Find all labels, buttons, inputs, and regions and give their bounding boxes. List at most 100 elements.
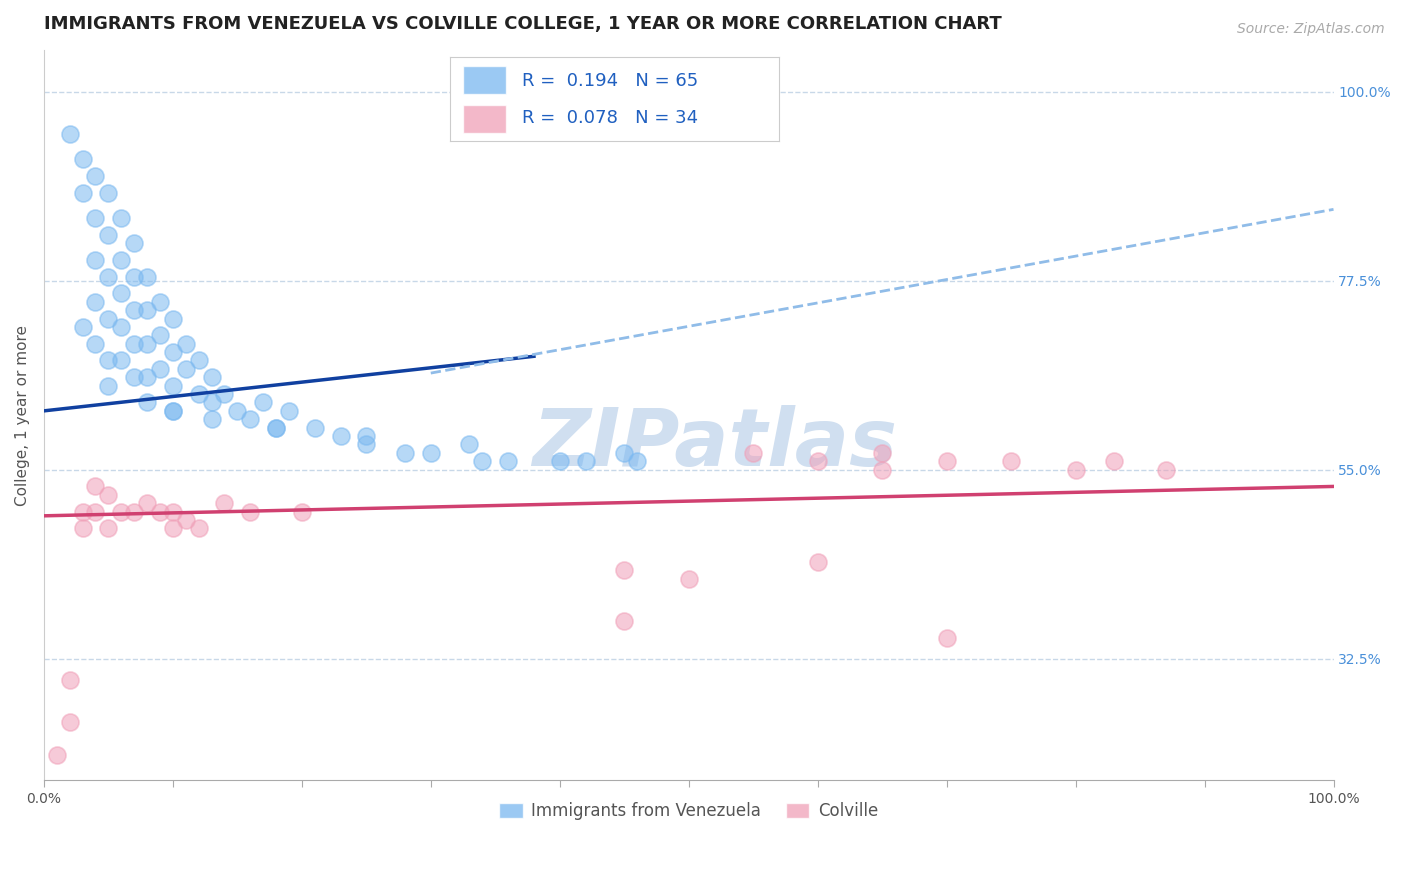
Point — [471, 454, 494, 468]
Text: ZIPatlas: ZIPatlas — [531, 405, 897, 483]
Point — [264, 420, 287, 434]
Point — [97, 353, 120, 368]
Point — [419, 446, 441, 460]
Point — [59, 673, 82, 687]
Point — [200, 412, 222, 426]
Point — [97, 311, 120, 326]
Point — [264, 420, 287, 434]
Point — [742, 446, 765, 460]
Point — [149, 294, 172, 309]
Point — [84, 336, 107, 351]
Point — [162, 404, 184, 418]
Point — [356, 437, 378, 451]
Point — [122, 303, 145, 318]
Text: Source: ZipAtlas.com: Source: ZipAtlas.com — [1237, 22, 1385, 37]
Point — [162, 311, 184, 326]
Point — [97, 227, 120, 242]
Point — [110, 353, 132, 368]
Point — [84, 252, 107, 267]
Point — [149, 328, 172, 343]
Point — [187, 353, 209, 368]
Point — [200, 395, 222, 409]
Point — [136, 496, 159, 510]
Point — [84, 169, 107, 183]
Point — [122, 336, 145, 351]
Point — [277, 404, 299, 418]
Point — [97, 269, 120, 284]
Point — [394, 446, 416, 460]
Point — [72, 319, 94, 334]
Point — [174, 513, 197, 527]
Point — [136, 395, 159, 409]
Y-axis label: College, 1 year or more: College, 1 year or more — [15, 325, 30, 506]
Point — [214, 387, 236, 401]
Point — [252, 395, 274, 409]
Point — [613, 563, 636, 577]
Point — [59, 127, 82, 141]
Point — [613, 614, 636, 628]
Point — [162, 378, 184, 392]
Point — [110, 252, 132, 267]
Point — [226, 404, 249, 418]
Point — [214, 496, 236, 510]
Point — [1104, 454, 1126, 468]
Point — [807, 555, 830, 569]
Point — [187, 387, 209, 401]
Point — [239, 412, 262, 426]
Point — [200, 370, 222, 384]
Point — [548, 454, 571, 468]
Point — [935, 454, 957, 468]
Point — [110, 319, 132, 334]
Point — [72, 186, 94, 200]
Point — [935, 631, 957, 645]
Point — [162, 345, 184, 359]
Point — [613, 446, 636, 460]
Point — [149, 362, 172, 376]
Point — [72, 505, 94, 519]
Point — [329, 429, 352, 443]
Point — [136, 370, 159, 384]
Point — [162, 404, 184, 418]
Point — [72, 521, 94, 535]
Point — [162, 521, 184, 535]
Point — [110, 286, 132, 301]
Point — [1064, 463, 1087, 477]
Point — [84, 211, 107, 225]
Point — [110, 505, 132, 519]
Point — [174, 362, 197, 376]
Point — [97, 186, 120, 200]
Point — [1154, 463, 1177, 477]
Point — [626, 454, 648, 468]
Legend: Immigrants from Venezuela, Colville: Immigrants from Venezuela, Colville — [494, 796, 884, 827]
Point — [97, 488, 120, 502]
Point — [136, 303, 159, 318]
Point — [122, 370, 145, 384]
Point — [136, 269, 159, 284]
Point — [149, 505, 172, 519]
Point — [870, 446, 893, 460]
Point — [84, 479, 107, 493]
Point — [97, 521, 120, 535]
Point — [239, 505, 262, 519]
Point — [72, 152, 94, 166]
Point — [122, 235, 145, 250]
Point — [678, 572, 700, 586]
Point — [458, 437, 481, 451]
Point — [84, 294, 107, 309]
Point — [187, 521, 209, 535]
Point — [122, 505, 145, 519]
Point — [304, 420, 326, 434]
Point — [110, 211, 132, 225]
Point — [574, 454, 596, 468]
Point — [356, 429, 378, 443]
Point — [174, 336, 197, 351]
Point — [1000, 454, 1022, 468]
Text: IMMIGRANTS FROM VENEZUELA VS COLVILLE COLLEGE, 1 YEAR OR MORE CORRELATION CHART: IMMIGRANTS FROM VENEZUELA VS COLVILLE CO… — [44, 15, 1001, 33]
Point — [84, 505, 107, 519]
Point — [97, 378, 120, 392]
Point — [162, 505, 184, 519]
Point — [136, 336, 159, 351]
Point — [496, 454, 519, 468]
Point — [45, 748, 67, 763]
Point — [59, 714, 82, 729]
